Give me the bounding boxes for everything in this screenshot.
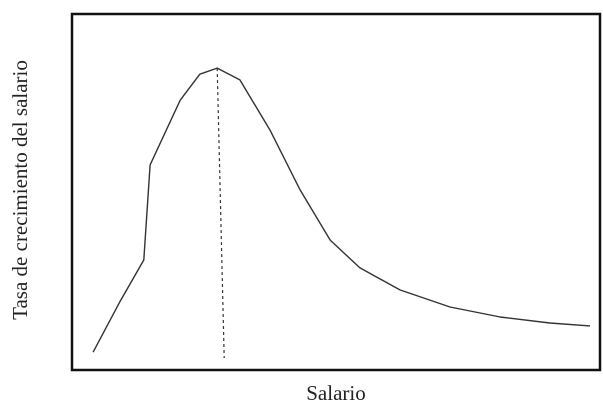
y-axis-label: Tasa de crecimiento del salario: [8, 60, 32, 320]
curve: [92, 67, 591, 353]
plot-frame: [70, 12, 602, 372]
x-axis-label: Salario: [306, 381, 365, 405]
peak-drop-line: [216, 68, 225, 359]
